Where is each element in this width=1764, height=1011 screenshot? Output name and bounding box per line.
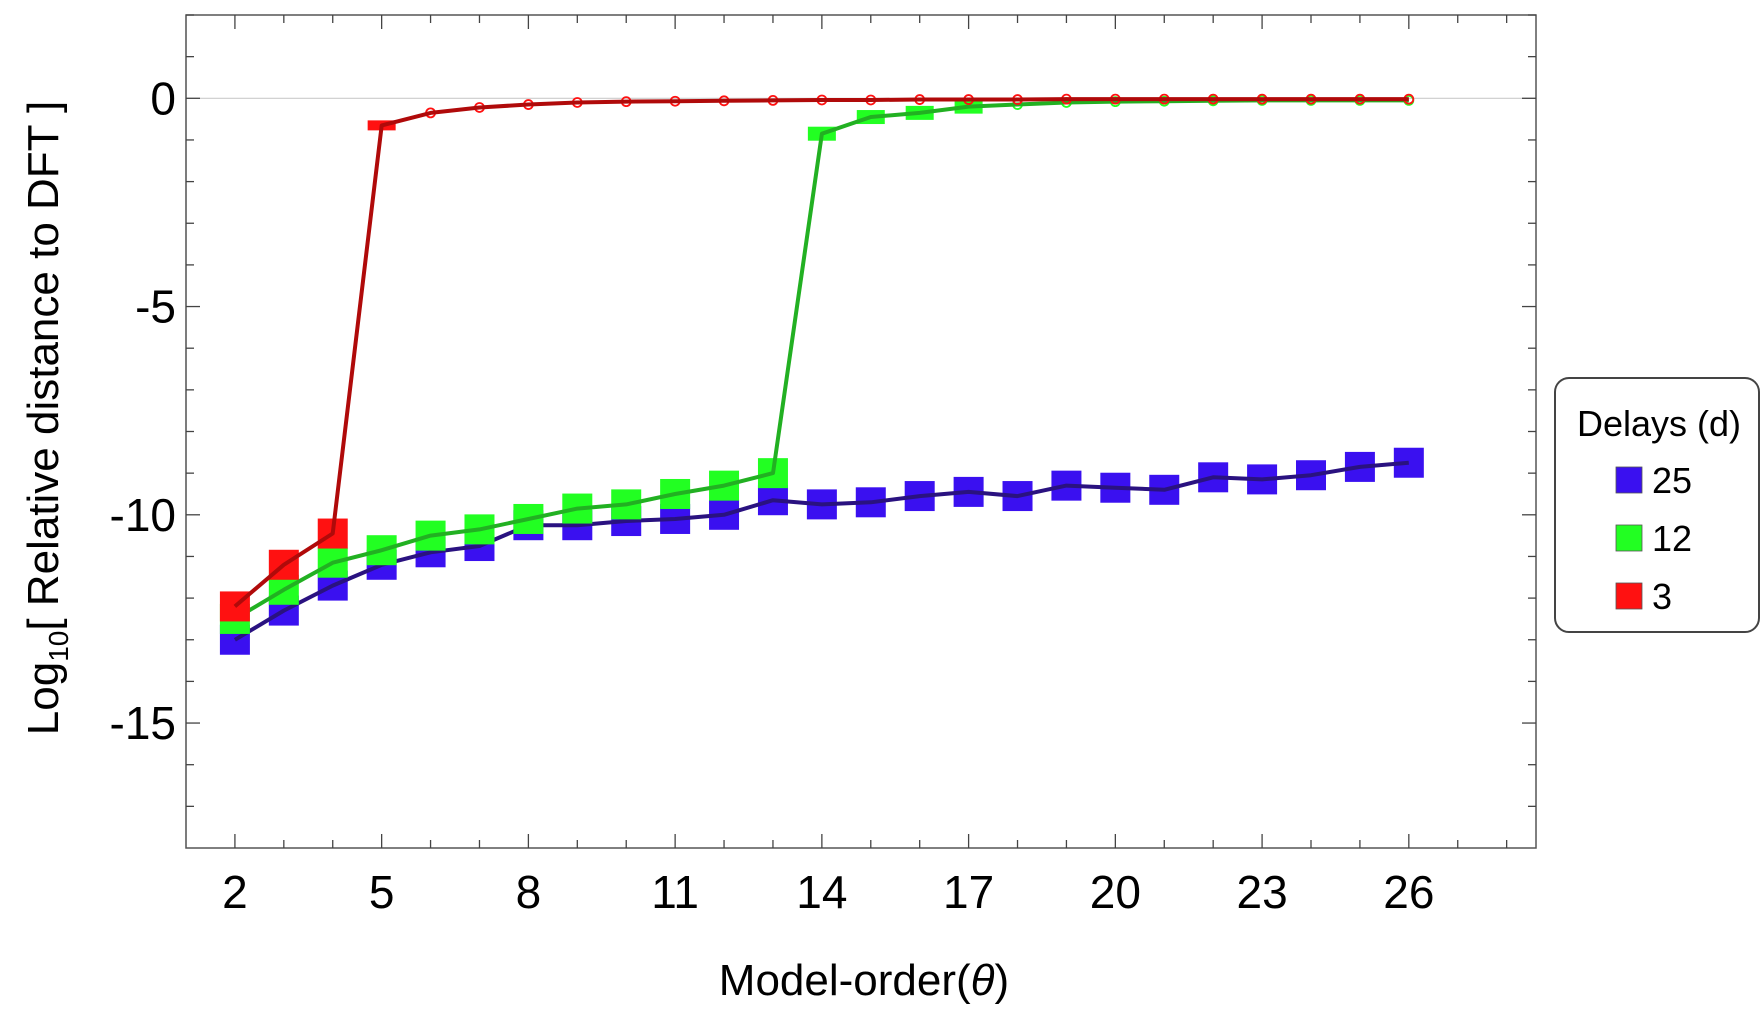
series-line (233, 97, 1409, 608)
x-tick-label: 17 (943, 866, 994, 918)
legend-label: 3 (1652, 576, 1672, 617)
x-axis-label: Model-order(θ) (719, 956, 1009, 1005)
y-tick-label: -10 (110, 489, 176, 541)
x-tick-label: 23 (1237, 866, 1288, 918)
series-25 (219, 447, 1424, 655)
plot-frame (185, 14, 1537, 849)
x-tick-label: 2 (222, 866, 248, 918)
legend-swatch (1615, 524, 1643, 552)
legend: Delays (d) 25 12 3 (1554, 377, 1760, 633)
y-tick-label: -5 (135, 281, 176, 333)
x-tick-label: 26 (1383, 866, 1434, 918)
legend-label: 12 (1652, 518, 1692, 559)
series-3 (219, 93, 1415, 622)
series-layer (219, 93, 1424, 655)
x-tick-label: 8 (516, 866, 542, 918)
y-tick-label: 0 (150, 72, 176, 124)
legend-box (1554, 377, 1760, 633)
x-tick-label: 20 (1090, 866, 1141, 918)
series-line (233, 98, 1409, 621)
legend-swatch (1615, 466, 1643, 494)
zero-lines (185, 15, 1536, 848)
tick-labels: 2 5 8 11 14 17 20 23 26 0 -5 -10 -15 (110, 72, 1435, 918)
legend-items: 25 12 3 (1615, 460, 1692, 617)
legend-label: 25 (1652, 460, 1692, 501)
series-line (233, 460, 1409, 642)
series-12 (219, 94, 1415, 634)
plot-border (185, 14, 1537, 849)
y-axis-label: Log10[ Relative distance to DFT ] (19, 101, 74, 735)
y-tick-label: -15 (110, 697, 176, 749)
axis-ticks (186, 14, 1536, 848)
x-tick-label: 14 (796, 866, 847, 918)
x-tick-label: 5 (369, 866, 395, 918)
x-tick-label: 11 (651, 866, 699, 918)
legend-title: Delays (d) (1577, 403, 1741, 444)
legend-swatch (1615, 582, 1643, 610)
